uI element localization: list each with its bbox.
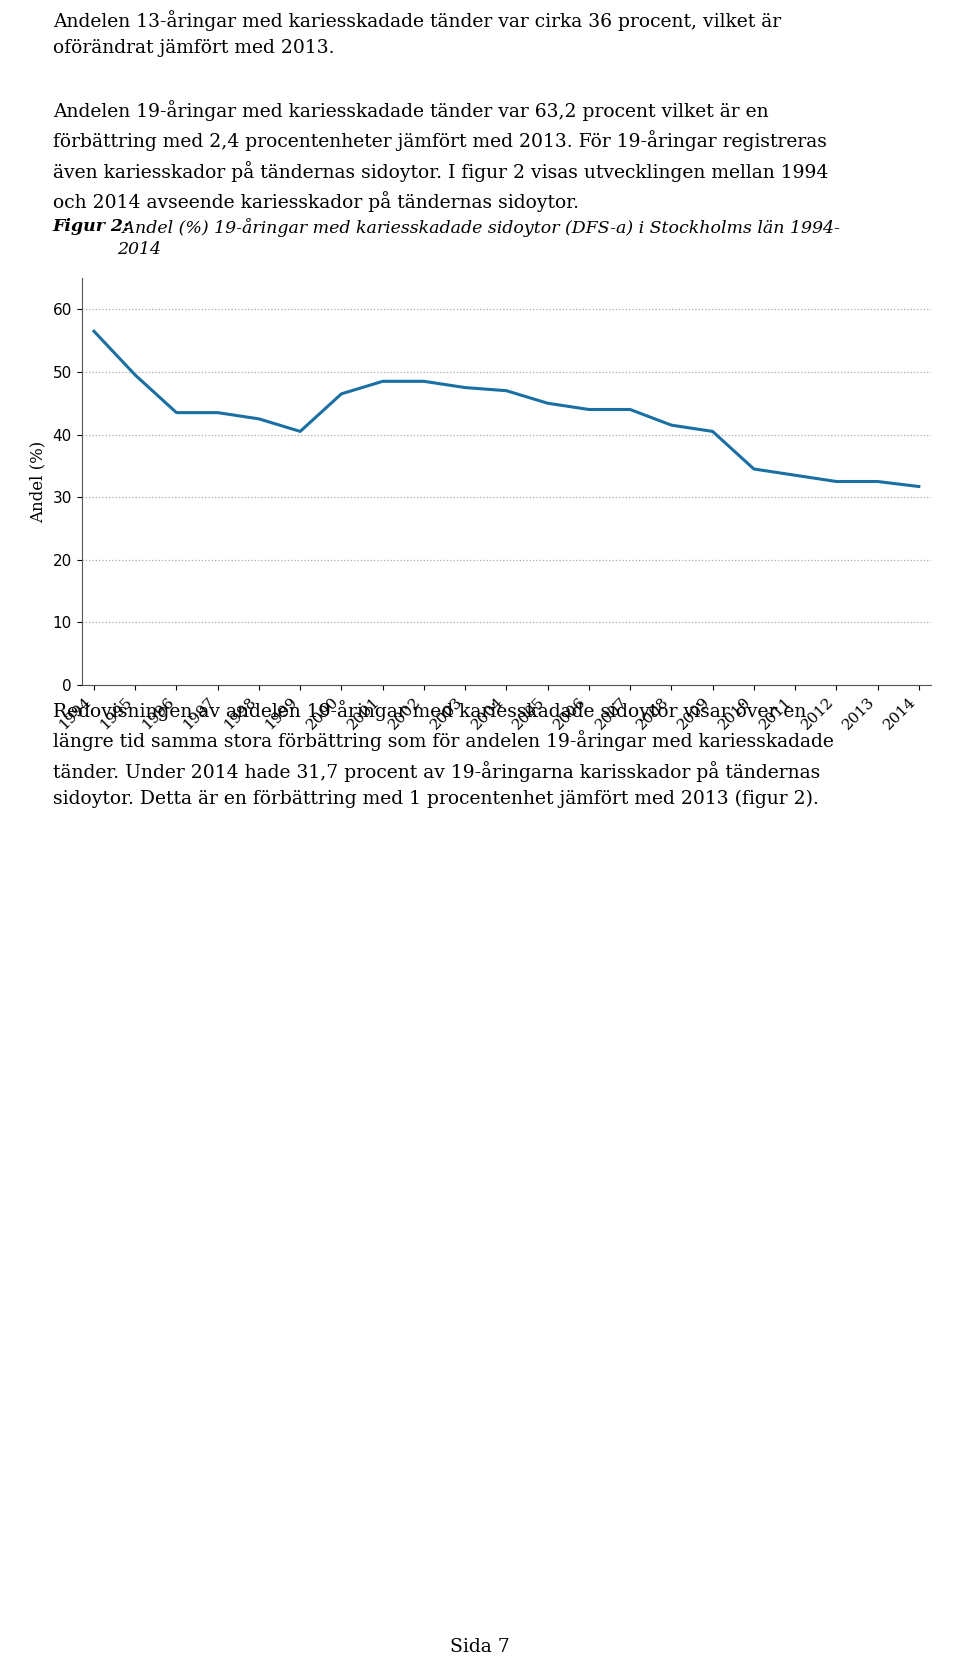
Text: Andelen 19-åringar med kariesskadade tänder var 63,2 procent vilket är en
förbät: Andelen 19-åringar med kariesskadade tän…	[53, 100, 828, 212]
Text: Figur 2:: Figur 2:	[53, 217, 131, 236]
Text: Redovisningen av andelen 19-åringar med kariesskadade sidoytor visar över en
län: Redovisningen av andelen 19-åringar med …	[53, 701, 833, 808]
Text: Sida 7: Sida 7	[450, 1639, 510, 1657]
Text: Andelen 13-åringar med kariesskadade tänder var cirka 36 procent, vilket är
oför: Andelen 13-åringar med kariesskadade tän…	[53, 10, 780, 57]
Y-axis label: Andel (%): Andel (%)	[30, 440, 47, 523]
Text: Andel (%) 19-åringar med kariesskadade sidoytor (DFS-a) i Stockholms län 1994-
2: Andel (%) 19-åringar med kariesskadade s…	[117, 217, 840, 257]
